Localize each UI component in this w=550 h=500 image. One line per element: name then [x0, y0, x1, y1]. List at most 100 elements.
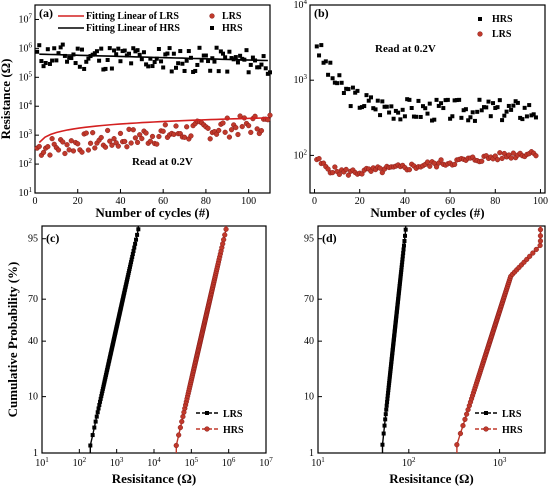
point-hrs — [223, 226, 229, 232]
point-lrs — [246, 123, 252, 129]
point-hrs — [323, 59, 328, 64]
point-hrs — [227, 49, 232, 54]
x-axis-label: Resisitance (Ω) — [389, 471, 473, 486]
point-lrs — [424, 159, 431, 165]
point-lrs — [386, 383, 391, 388]
point-lrs — [128, 264, 133, 269]
point-lrs — [83, 130, 89, 136]
point-lrs — [79, 149, 85, 155]
point-lrs — [45, 144, 51, 150]
point-lrs — [258, 128, 265, 134]
point-lrs — [345, 172, 352, 178]
point-hrs — [92, 51, 97, 56]
point-hrs — [94, 49, 99, 54]
point-lrs — [136, 227, 141, 232]
legend-label: LRS — [223, 409, 243, 420]
point-hrs — [339, 80, 344, 85]
panel-label: (d) — [322, 231, 337, 245]
point-hrs — [398, 117, 403, 122]
legend-label: LRS — [222, 11, 242, 22]
point-hrs — [481, 105, 486, 110]
point-lrs — [36, 143, 42, 150]
point-lrs — [406, 167, 413, 173]
point-hrs — [346, 87, 351, 92]
point-hrs — [527, 253, 533, 259]
legend-label: HRS — [223, 425, 244, 436]
point-hrs — [176, 61, 181, 66]
point-lrs — [400, 254, 405, 259]
legend: LRS HRS — [475, 409, 523, 436]
point-lrs — [129, 257, 134, 262]
y-tick-label: 1 — [309, 448, 314, 459]
point-hrs — [221, 51, 225, 56]
point-lrs — [228, 127, 235, 133]
point-hrs — [511, 103, 516, 108]
point-hrs — [235, 60, 240, 65]
point-hrs — [97, 58, 102, 63]
point-hrs — [326, 72, 331, 77]
point-hrs — [223, 55, 228, 60]
x-tick-label: 101 — [35, 456, 49, 469]
point-lrs — [205, 125, 211, 131]
point-hrs — [348, 104, 353, 109]
point-hrs — [484, 105, 489, 110]
point-hrs — [537, 233, 544, 239]
point-hrs — [173, 442, 179, 449]
point-hrs — [259, 62, 264, 67]
legend-swatch — [478, 17, 482, 21]
point-hrs — [250, 55, 255, 60]
point-hrs — [180, 414, 186, 420]
x-tick-label: 101 — [311, 456, 325, 469]
point-hrs — [41, 64, 46, 69]
point-hrs — [472, 118, 477, 123]
point-hrs — [146, 64, 151, 69]
point-lrs — [96, 406, 101, 411]
point-lrs — [98, 399, 103, 404]
plot-a-frame — [34, 4, 271, 194]
y-tick-label: 95 — [28, 234, 38, 245]
y-tick-label: 105 — [19, 70, 33, 83]
point-lrs — [427, 163, 433, 169]
point-lrs — [40, 149, 47, 156]
x-tick-label: 0 — [312, 196, 317, 207]
point-hrs — [86, 56, 91, 61]
point-lrs — [398, 274, 403, 279]
point-lrs — [385, 393, 390, 398]
point-hrs — [197, 45, 202, 50]
point-hrs — [222, 232, 228, 238]
point-hrs — [328, 60, 333, 65]
point-hrs — [167, 46, 172, 51]
point-hrs — [163, 52, 168, 57]
point-hrs — [159, 59, 164, 64]
point-hrs — [263, 66, 268, 71]
panel-d: 101 102 103 1 10 40 70 95 LRS HRS (d) Resisitance (… — [304, 225, 546, 486]
point-hrs — [178, 49, 183, 54]
point-hrs — [65, 59, 70, 64]
point-lrs — [400, 260, 405, 265]
point-hrs — [103, 66, 108, 71]
legend-swatch — [477, 31, 483, 37]
point-hrs — [464, 411, 470, 417]
point-hrs — [171, 51, 176, 56]
point-hrs — [427, 101, 432, 106]
point-hrs — [380, 99, 385, 104]
point-lrs — [100, 386, 105, 391]
point-hrs — [69, 56, 74, 61]
point-hrs — [150, 64, 155, 69]
point-hrs — [391, 116, 396, 121]
x-tick-label: 104 — [147, 456, 161, 469]
point-hrs — [423, 106, 428, 111]
point-lrs — [399, 267, 404, 272]
point-hrs — [450, 114, 455, 119]
legend-swatch — [210, 26, 214, 30]
annotation: Read at 0.2V — [375, 43, 436, 55]
point-hrs — [439, 101, 444, 106]
panel-c: 101 102 103 104 105 106 107 1 10 40 70 95 LRS HRS (c) R… — [5, 225, 273, 486]
point-lrs — [135, 232, 140, 237]
point-hrs — [238, 53, 243, 58]
point-lrs — [87, 140, 94, 146]
point-hrs — [216, 69, 221, 74]
point-lrs — [508, 155, 514, 161]
y-tick-label: 104 — [294, 0, 308, 11]
